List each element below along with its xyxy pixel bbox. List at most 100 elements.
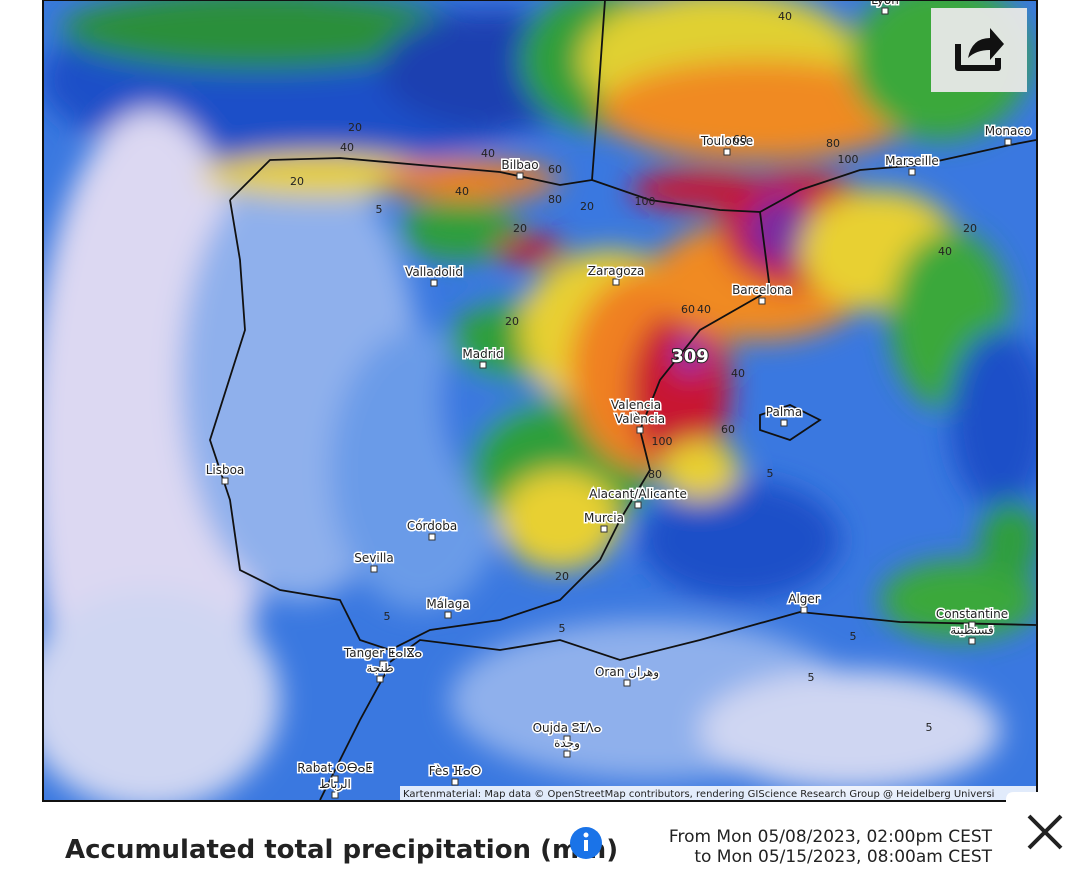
city-label: وجدة bbox=[554, 736, 580, 751]
city-marker bbox=[379, 660, 387, 668]
city-label: Barcelona bbox=[732, 283, 792, 297]
close-button[interactable] bbox=[1006, 792, 1079, 885]
city-marker bbox=[758, 297, 766, 305]
city-marker bbox=[968, 621, 976, 629]
contour-label: 20 bbox=[348, 121, 362, 134]
city-marker bbox=[563, 750, 571, 758]
city-marker bbox=[430, 279, 438, 287]
city-marker bbox=[444, 611, 452, 619]
contour-label: 5 bbox=[926, 721, 933, 734]
city-marker bbox=[451, 778, 459, 786]
city-marker bbox=[563, 735, 571, 743]
city-marker bbox=[479, 361, 487, 369]
city-label: Alger bbox=[788, 592, 820, 606]
city-label: Bilbao bbox=[501, 158, 538, 172]
contour-label: 20 bbox=[580, 200, 594, 213]
contour-label: 5 bbox=[808, 671, 815, 684]
coastline bbox=[759, 139, 1036, 213]
city-marker bbox=[632, 412, 640, 420]
precip-area bbox=[880, 560, 1036, 640]
precip-area bbox=[600, 60, 920, 160]
contour-label: 100 bbox=[635, 195, 656, 208]
city-marker bbox=[428, 533, 436, 541]
precip-area bbox=[630, 170, 770, 210]
precip-area bbox=[60, 0, 460, 70]
share-button[interactable] bbox=[931, 8, 1027, 92]
contour-label: 60 bbox=[721, 423, 735, 436]
precip-area bbox=[980, 500, 1036, 580]
city-label: Murcia bbox=[584, 511, 624, 525]
contour-label: 20 bbox=[555, 570, 569, 583]
contour-label: 20 bbox=[513, 222, 527, 235]
city-label: Marseille bbox=[885, 154, 939, 168]
city-marker bbox=[636, 426, 644, 434]
contour-label: 60 bbox=[733, 133, 747, 146]
precip-area bbox=[700, 670, 1000, 790]
city-marker bbox=[612, 278, 620, 286]
date-to: to Mon 05/15/2023, 08:00am CEST bbox=[694, 847, 992, 867]
precip-area bbox=[630, 310, 730, 470]
precip-area bbox=[44, 590, 280, 800]
city-marker bbox=[634, 501, 642, 509]
city-label: Palma bbox=[766, 405, 802, 419]
city-label: València bbox=[615, 412, 665, 426]
contour-label: 5 bbox=[376, 203, 383, 216]
precip-area bbox=[675, 335, 705, 375]
max-label: 309 bbox=[671, 346, 709, 367]
precip-area bbox=[200, 153, 440, 197]
city-label: Lisboa bbox=[206, 463, 245, 477]
city-label: Constantine bbox=[936, 607, 1008, 621]
contour-label: 5 bbox=[850, 630, 857, 643]
coastline bbox=[209, 179, 771, 651]
city-label: Lyon bbox=[871, 0, 899, 7]
city-marker bbox=[780, 419, 788, 427]
contour-label: 80 bbox=[826, 137, 840, 150]
precip-area bbox=[380, 160, 560, 200]
info-button[interactable] bbox=[570, 827, 602, 859]
contour-label: 40 bbox=[731, 367, 745, 380]
attribution: Kartenmaterial: Map data © OpenStreetMap… bbox=[403, 789, 994, 800]
contour-label: 5 bbox=[767, 467, 774, 480]
city-marker bbox=[623, 679, 631, 687]
city-label: Madrid bbox=[462, 347, 503, 361]
city-label: Sevilla bbox=[354, 551, 393, 565]
contour-label: 20 bbox=[290, 175, 304, 188]
city-marker bbox=[723, 148, 731, 156]
city-label: الرباط bbox=[319, 777, 351, 792]
precip-area bbox=[495, 235, 565, 265]
date-from: From Mon 05/08/2023, 02:00pm CEST bbox=[669, 827, 993, 847]
contour-label: 5 bbox=[384, 610, 391, 623]
city-marker bbox=[331, 775, 339, 783]
city-label: Oujda ⵓⵊⴷⴰ bbox=[533, 721, 602, 735]
precip-area bbox=[640, 480, 840, 600]
contour-label: 40 bbox=[938, 245, 952, 258]
contour-label: 5 bbox=[559, 622, 566, 635]
city-marker bbox=[370, 565, 378, 573]
city-marker bbox=[1004, 138, 1012, 146]
city-marker bbox=[600, 525, 608, 533]
city-label: Fès ⴼⴰⵙ bbox=[429, 764, 482, 778]
contour-label: 80 bbox=[648, 468, 662, 481]
coastline bbox=[759, 404, 822, 441]
precip-area bbox=[950, 330, 1036, 510]
city-label: Valladolid bbox=[405, 265, 463, 279]
city-label: Córdoba bbox=[407, 519, 457, 533]
map-title: Accumulated total precipitation (mm) bbox=[65, 835, 618, 865]
coastline bbox=[319, 664, 391, 800]
city-marker bbox=[800, 606, 808, 614]
precip-area bbox=[400, 200, 520, 260]
city-label: Málaga bbox=[426, 597, 469, 611]
precip-area bbox=[500, 470, 620, 570]
contour-label: 40 bbox=[697, 303, 711, 316]
city-marker bbox=[881, 7, 889, 15]
contour-label: 40 bbox=[778, 10, 792, 23]
city-label: Toulouse bbox=[700, 134, 753, 148]
city-label: Zaragoza bbox=[588, 264, 644, 278]
coastline bbox=[389, 611, 1036, 663]
city-marker bbox=[516, 172, 524, 180]
contour-label: 100 bbox=[838, 153, 859, 166]
city-label: Rabat ⵔⴱⴰⵟ bbox=[297, 761, 372, 775]
contour-label: 40 bbox=[455, 185, 469, 198]
precip-area bbox=[660, 440, 740, 500]
city-marker bbox=[376, 675, 384, 683]
